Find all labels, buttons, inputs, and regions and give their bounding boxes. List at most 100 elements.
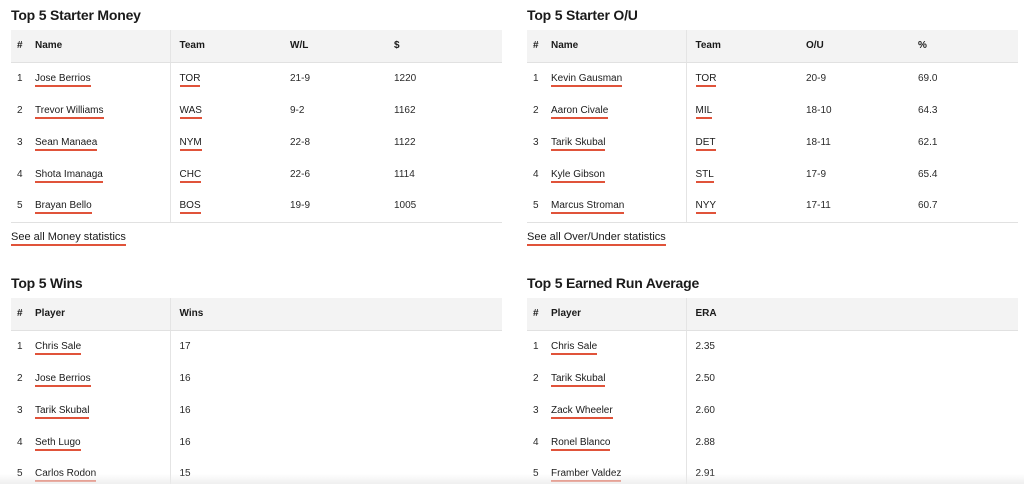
table-row: 2 Tarik Skubal 2.50 xyxy=(527,362,1018,394)
team-link[interactable]: TOR xyxy=(695,72,717,87)
rank-cell: 3 xyxy=(17,136,23,148)
wins-cell: 15 xyxy=(170,458,502,484)
rank-cell: 1 xyxy=(17,340,23,352)
col-header-pct: % xyxy=(918,30,1018,63)
player-link[interactable]: Tarik Skubal xyxy=(551,136,606,151)
rank-cell: 2 xyxy=(533,104,539,116)
player-link[interactable]: Carlos Rodon xyxy=(35,468,97,483)
rank-cell: 1 xyxy=(533,340,539,352)
player-link[interactable]: Kevin Gausman xyxy=(551,72,623,87)
section-title: Top 5 Earned Run Average xyxy=(527,275,700,291)
table-header-row: # Name Team W/L $ xyxy=(11,30,502,63)
team-link[interactable]: MIL xyxy=(695,104,713,119)
player-link[interactable]: Seth Lugo xyxy=(35,436,81,451)
player-link[interactable]: Shota Imanaga xyxy=(35,168,103,183)
player-link[interactable]: Kyle Gibson xyxy=(551,168,605,183)
col-header-name: Name xyxy=(551,30,687,63)
era-cell: 2.91 xyxy=(686,458,1018,484)
col-header-name: Name xyxy=(35,30,171,63)
team-link[interactable]: STL xyxy=(695,168,714,183)
wins-cell: 17 xyxy=(179,340,191,352)
table-row: 2 Jose Berrios 16 xyxy=(11,362,502,394)
team-link[interactable]: DET xyxy=(695,136,716,151)
player-link[interactable]: Ronel Blanco xyxy=(551,436,611,451)
rank-cell: 2 xyxy=(533,372,539,384)
table-row: 1 Jose Berrios TOR 21-9 1220 xyxy=(11,62,502,94)
col-header-wl: W/L xyxy=(290,30,394,63)
team-link[interactable]: NYM xyxy=(179,136,202,151)
starter-ou-table: # Name Team O/U % 1 Kevin Gausman TOR 20… xyxy=(527,30,1018,223)
table-header-row: # Player Wins xyxy=(11,298,502,331)
money-cell: 1005 xyxy=(394,190,502,223)
table-row: 4 Seth Lugo 16 xyxy=(11,426,502,458)
player-link[interactable]: Brayan Bello xyxy=(35,200,92,215)
wins-cell: 16 xyxy=(179,372,191,384)
wl-cell: 22-8 xyxy=(290,136,311,148)
section-title: Top 5 Starter O/U xyxy=(527,7,638,23)
era-cell: 2.60 xyxy=(695,404,715,416)
col-header-rank: # xyxy=(11,30,35,63)
money-cell: 1162 xyxy=(394,104,416,116)
ou-cell: 18-10 xyxy=(806,104,832,116)
player-link[interactable]: Zack Wheeler xyxy=(551,404,613,419)
player-link[interactable]: Chris Sale xyxy=(551,340,598,355)
col-header-team: Team xyxy=(686,30,806,63)
ou-cell: 17-9 xyxy=(806,168,827,180)
team-link[interactable]: CHC xyxy=(179,168,202,183)
starter-money-table: # Name Team W/L $ 1 Jose Berrios TOR 21-… xyxy=(11,30,502,223)
table-header-row: # Name Team O/U % xyxy=(527,30,1018,63)
col-header-rank: # xyxy=(527,298,551,331)
see-all-ou-link[interactable]: See all Over/Under statistics xyxy=(527,231,666,246)
col-header-ou: O/U xyxy=(806,30,918,63)
col-header-wins: Wins xyxy=(170,298,502,331)
table-row: 3 Zack Wheeler 2.60 xyxy=(527,394,1018,426)
table-row: 5 Brayan Bello BOS 19-9 1005 xyxy=(11,190,502,223)
rank-cell: 3 xyxy=(533,404,539,416)
player-link[interactable]: Tarik Skubal xyxy=(551,372,606,387)
era-cell: 2.88 xyxy=(695,436,715,448)
table-row: 3 Tarik Skubal 16 xyxy=(11,394,502,426)
team-link[interactable]: NYY xyxy=(695,200,717,215)
wins-table: # Player Wins 1 Chris Sale 17 2 Jose Ber… xyxy=(11,298,502,484)
table-row: 4 Ronel Blanco 2.88 xyxy=(527,426,1018,458)
starter-ou-section: Top 5 Starter O/U # Name Team O/U % 1 Ke… xyxy=(527,0,1018,246)
table-row: 3 Tarik Skubal DET 18-11 62.1 xyxy=(527,126,1018,158)
rank-cell: 4 xyxy=(533,168,539,180)
team-link[interactable]: WAS xyxy=(179,104,202,119)
wl-cell: 22-6 xyxy=(290,168,311,180)
player-link[interactable]: Trevor Williams xyxy=(35,104,104,119)
section-title: Top 5 Starter Money xyxy=(11,7,141,23)
table-row: 1 Kevin Gausman TOR 20-9 69.0 xyxy=(527,62,1018,94)
rank-cell: 4 xyxy=(17,168,23,180)
rank-cell: 5 xyxy=(11,458,35,484)
player-link[interactable]: Tarik Skubal xyxy=(35,404,90,419)
player-link[interactable]: Chris Sale xyxy=(35,340,82,355)
rank-cell: 5 xyxy=(527,190,551,223)
player-link[interactable]: Jose Berrios xyxy=(35,72,91,87)
money-cell: 1220 xyxy=(394,72,417,84)
ou-cell: 20-9 xyxy=(806,72,827,84)
wl-cell: 19-9 xyxy=(290,190,394,223)
table-row: 4 Shota Imanaga CHC 22-6 1114 xyxy=(11,158,502,190)
player-link[interactable]: Aaron Civale xyxy=(551,104,609,119)
era-table: # Player ERA 1 Chris Sale 2.35 2 Tarik S… xyxy=(527,298,1018,484)
table-row: 4 Kyle Gibson STL 17-9 65.4 xyxy=(527,158,1018,190)
rank-cell: 2 xyxy=(17,372,23,384)
team-link[interactable]: TOR xyxy=(179,72,201,87)
player-link[interactable]: Jose Berrios xyxy=(35,372,91,387)
rank-cell: 5 xyxy=(527,458,551,484)
see-all-money-link[interactable]: See all Money statistics xyxy=(11,231,126,246)
col-header-rank: # xyxy=(527,30,551,63)
player-link[interactable]: Marcus Stroman xyxy=(551,200,625,215)
player-link[interactable]: Sean Manaea xyxy=(35,136,98,151)
player-link[interactable]: Framber Valdez xyxy=(551,468,622,483)
ou-cell: 18-11 xyxy=(806,136,831,148)
wins-section: Top 5 Wins # Player Wins 1 Chris Sale 17 xyxy=(11,268,502,484)
money-cell: 1122 xyxy=(394,136,416,148)
table-row: 2 Aaron Civale MIL 18-10 64.3 xyxy=(527,94,1018,126)
pct-cell: 65.4 xyxy=(918,168,938,180)
team-link[interactable]: BOS xyxy=(179,200,201,215)
table-row: 1 Chris Sale 2.35 xyxy=(527,330,1018,362)
pct-cell: 62.1 xyxy=(918,136,938,148)
table-row: 5 Framber Valdez 2.91 xyxy=(527,458,1018,484)
